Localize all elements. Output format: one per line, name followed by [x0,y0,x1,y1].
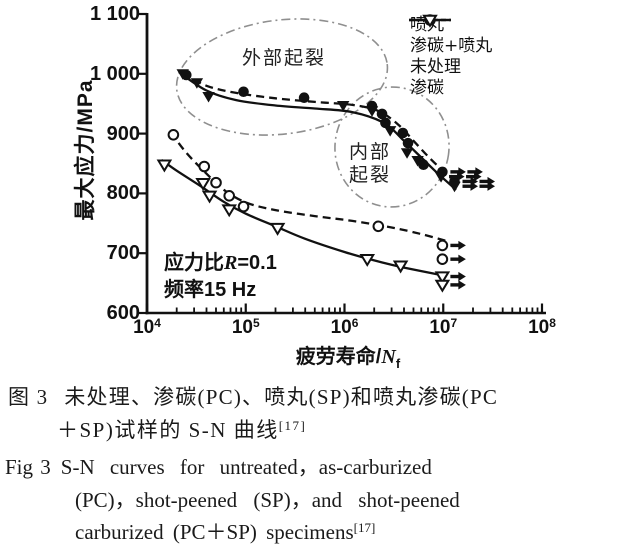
annotation-internal-line1: 内部 [349,141,392,163]
y-tick-label: 600 [106,302,140,324]
legend-label: 渗碳 [410,77,444,98]
y-tick-label: 1 000 [89,62,140,85]
caption-zh-line1: 图 3 未处理、渗碳(PC)、喷丸(SP)和喷丸渗碳(PC [8,385,499,409]
caption-en-line2: (PC)，shot-peened (SP)，and shot-peened [75,488,460,512]
legend-marker-open-triangle [409,14,451,28]
sn-curve-plot [139,12,546,315]
x-axis-subscript: f [395,356,401,371]
test-parameters: 应力比R=0.1 频率15 Hz [164,250,277,304]
x-axis-title-text: 疲劳寿命/ [295,346,382,368]
stress-ratio-symbol: R [224,252,238,274]
stress-ratio-text: 应力比R=0.1 [164,252,277,274]
annotation-external-crack: 外部起裂 [242,47,327,69]
y-tick-label: 800 [106,182,140,205]
legend-item: 渗碳+喷丸 [408,15,493,56]
x-axis-title: 疲劳寿命/Nf [238,340,458,371]
y-tick-label: 900 [106,122,140,145]
caption-en-line3: carburized (PC＋SP) specimens[17] [75,520,376,544]
x-tick-label: 108 [528,316,556,338]
caption-zh-line2: ＋SP)试样的 S-N 曲线[17] [57,418,307,442]
x-axis-variable: N [381,346,396,368]
y-tick-label: 1 100 [89,3,140,25]
x-tick-label: 107 [429,316,458,338]
reference-superscript: [17] [353,520,376,535]
legend-label: 未处理 [410,56,461,77]
legend-item: 未处理 [408,14,492,77]
figure-number-en: Fig 3 [5,455,51,479]
x-tick-label: 106 [330,316,359,338]
legend-label: 渗碳+喷丸 [410,35,493,56]
legend-item: 渗碳 [408,14,492,98]
annotation-internal-crack: 内部 起裂 [349,141,391,187]
figure-number-zh: 图 3 [8,385,49,409]
caption-en-line1: Fig 3 S-N curves for untreated，as-carburi… [5,455,432,479]
x-tick-label: 104 [133,316,161,338]
frequency-text: 频率15 Hz [164,279,257,301]
y-tick-label: 700 [106,242,140,265]
annotation-internal-line2: 起裂 [349,164,392,186]
x-tick-label: 105 [231,316,260,338]
reference-superscript: [17] [278,418,307,433]
